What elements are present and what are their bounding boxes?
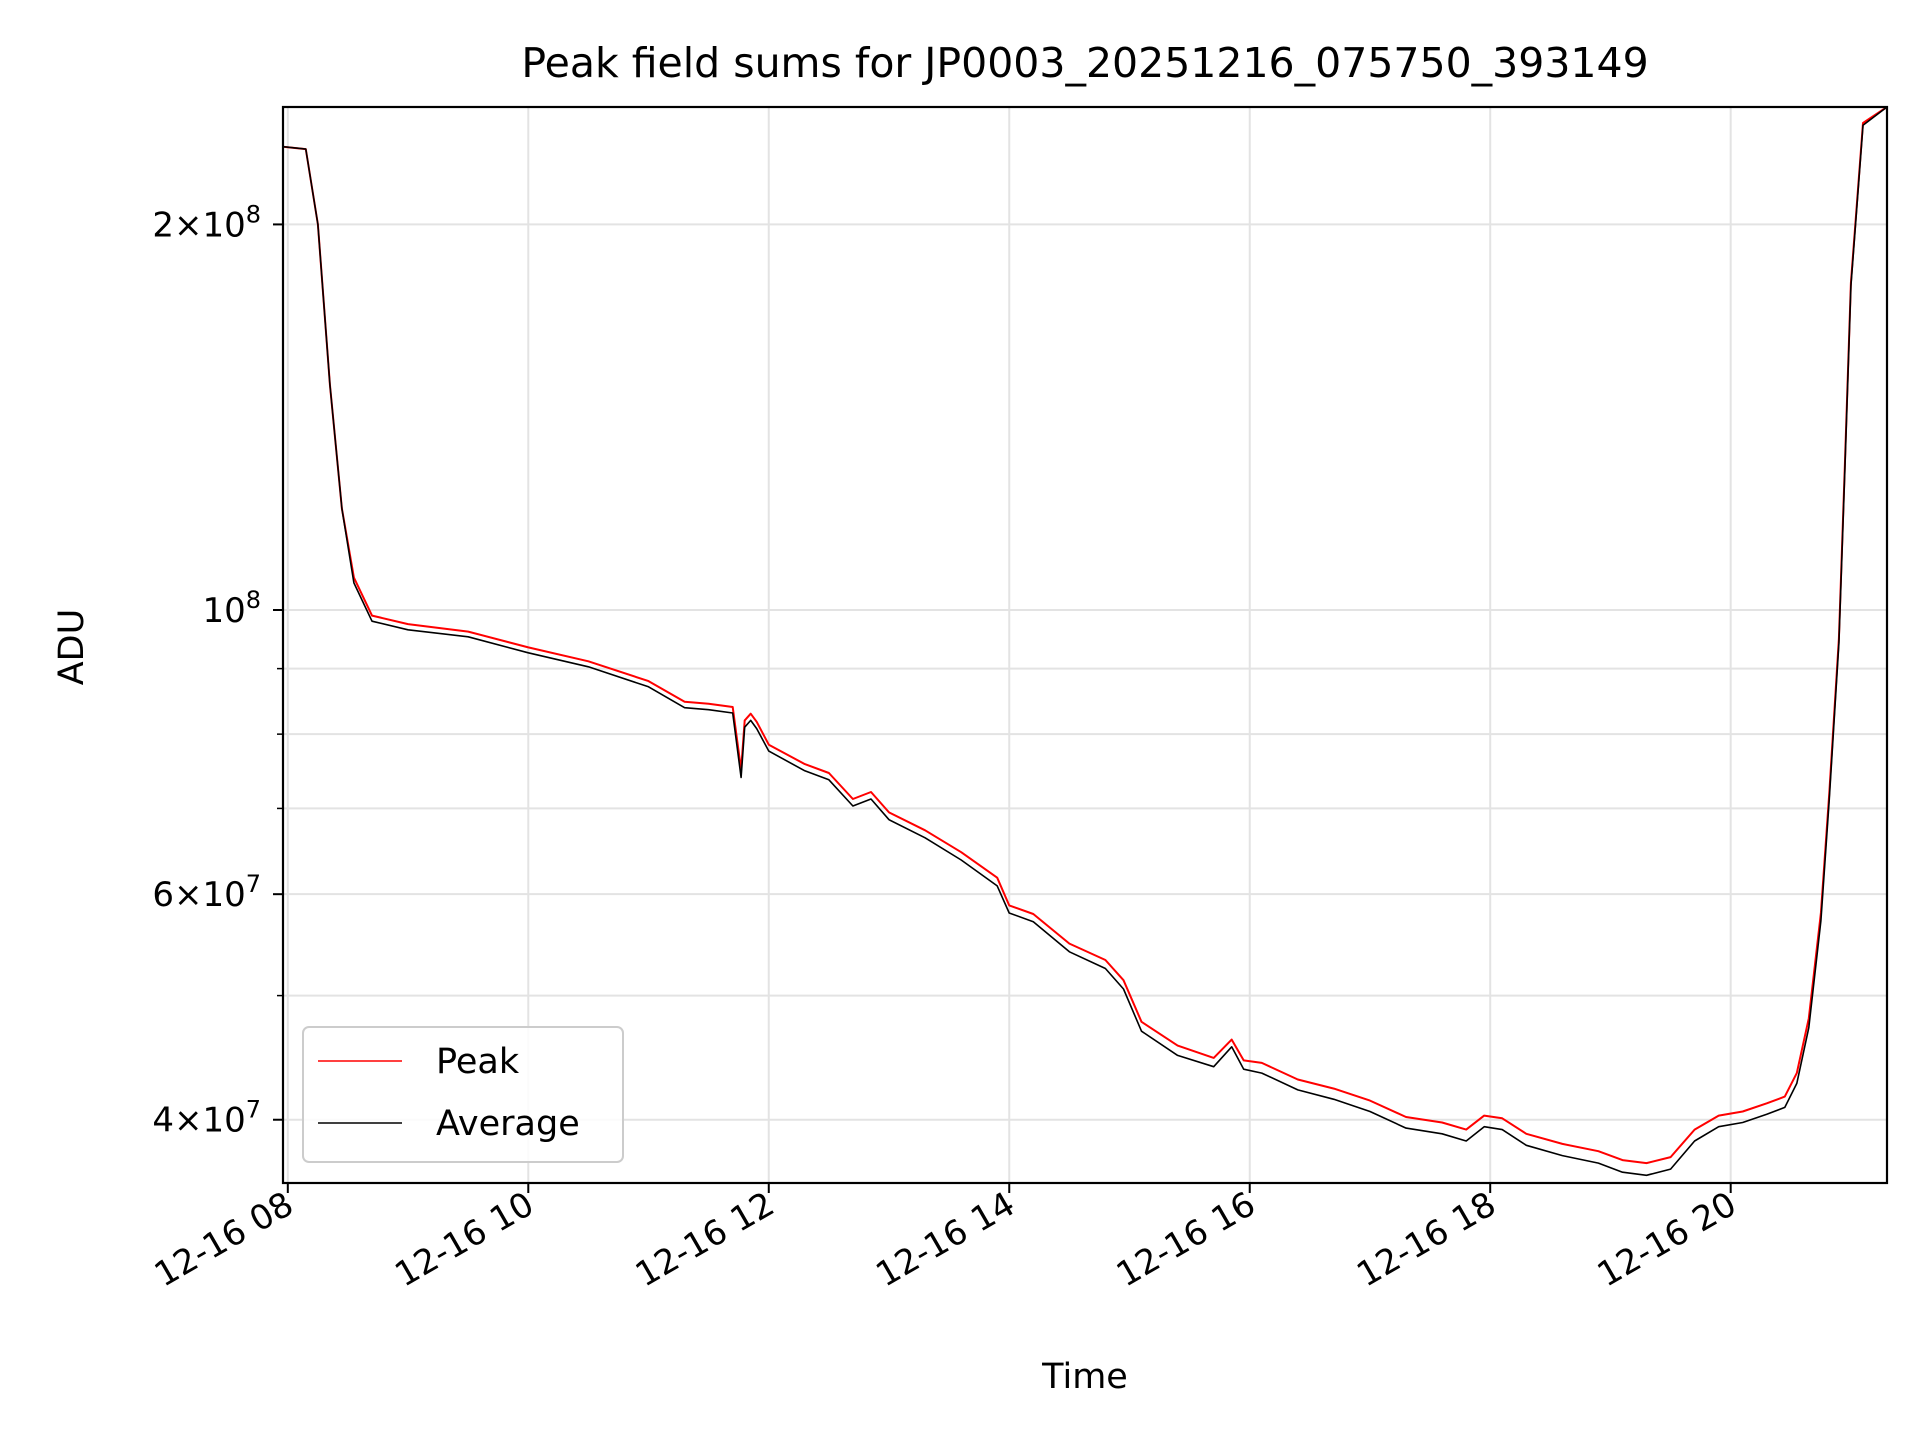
grid xyxy=(283,107,1887,1183)
legend-label-average: Average xyxy=(436,1104,580,1144)
y-tick-exponent: 7 xyxy=(246,870,261,898)
y-tick-times: ×10 xyxy=(174,205,246,245)
x-tick-label: 12-16 14 xyxy=(869,1184,1021,1295)
x-tick-label: 12-16 12 xyxy=(629,1184,781,1295)
y-tick-label: 4×107 xyxy=(152,1096,261,1141)
x-tick-label: 12-16 10 xyxy=(388,1184,540,1295)
y-tick-label: 6×107 xyxy=(152,870,261,915)
y-axis-label: ADU xyxy=(52,609,92,686)
series-line-average xyxy=(282,106,1888,1177)
y-tick-label: 108 xyxy=(202,586,261,631)
x-tick-label: 12-16 16 xyxy=(1110,1184,1262,1295)
y-tick-mantissa: 6 xyxy=(152,875,174,915)
y-tick-mantissa: 4 xyxy=(152,1101,174,1141)
y-tick-times: ×10 xyxy=(174,1101,246,1141)
x-axis-label: Time xyxy=(1041,1357,1128,1397)
y-tick-base: 10 xyxy=(202,591,245,631)
chart-title: Peak field sums for JP0003_20251216_0757… xyxy=(521,39,1648,87)
x-tick-label: 12-16 18 xyxy=(1350,1184,1502,1295)
y-tick-mantissa: 2 xyxy=(152,205,174,245)
series-layer xyxy=(282,106,1888,1177)
legend: Peak Average xyxy=(302,1026,624,1163)
y-tick-label: 2×108 xyxy=(152,200,261,245)
x-tick-label: 12-16 20 xyxy=(1591,1184,1743,1295)
y-tick-times: ×10 xyxy=(174,875,246,915)
plot-frame xyxy=(281,105,1889,1185)
legend-label-peak: Peak xyxy=(436,1042,520,1082)
y-tick-exponent: 7 xyxy=(246,1096,261,1124)
y-tick-exponent: 8 xyxy=(246,200,261,228)
y-tick-exponent: 8 xyxy=(246,586,261,614)
x-tick-label: 12-16 08 xyxy=(148,1184,300,1295)
series-line-peak xyxy=(282,106,1888,1165)
